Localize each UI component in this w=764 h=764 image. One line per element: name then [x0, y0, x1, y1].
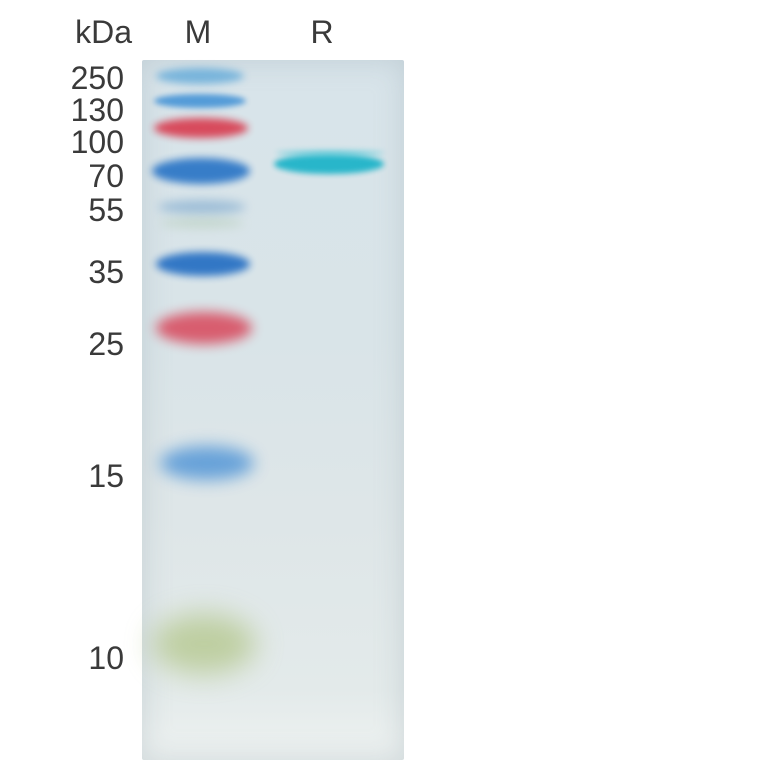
- gel-band: [160, 218, 244, 228]
- gel-band: [156, 68, 244, 84]
- gel-band: [152, 614, 256, 674]
- mw-tick: 70: [54, 158, 124, 195]
- lane-label-marker: M: [178, 14, 218, 51]
- gel-band: [156, 252, 250, 276]
- gel-band: [158, 200, 246, 214]
- gel-band: [154, 94, 246, 108]
- mw-tick: 35: [54, 254, 124, 291]
- mw-tick: 100: [54, 124, 124, 161]
- gel-band: [276, 150, 384, 156]
- lane-label-sample: R: [302, 14, 342, 51]
- unit-label: kDa: [52, 14, 132, 51]
- mw-tick: 10: [54, 640, 124, 677]
- mw-tick: 55: [54, 192, 124, 229]
- gel-band: [154, 118, 248, 138]
- gel-band: [152, 158, 250, 184]
- mw-tick: 15: [54, 458, 124, 495]
- gel-band: [156, 312, 252, 344]
- gel-figure: kDa M R 250130100705535251510: [0, 0, 764, 764]
- mw-tick: 25: [54, 326, 124, 363]
- gel-band: [274, 154, 384, 174]
- gel-band: [160, 446, 254, 480]
